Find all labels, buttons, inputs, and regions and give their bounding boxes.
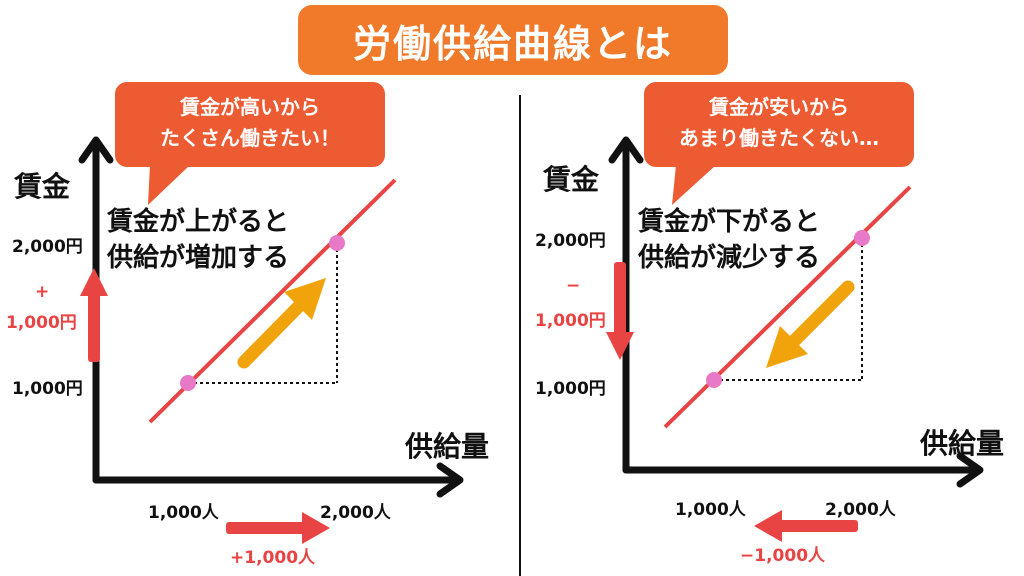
right-x-tick-low: 1,000人: [675, 500, 746, 520]
left-point-low: [180, 375, 196, 391]
right-desc-line2: 供給が減少する: [638, 243, 821, 273]
left-y-tick-low: 1,000円: [12, 379, 83, 399]
right-bubble-line2: あまり働きたくない…: [679, 126, 879, 150]
left-y-tick-high: 2,000円: [12, 237, 83, 257]
right-description: 賃金が下がると 供給が減少する: [638, 204, 820, 276]
left-movement-arrow: [237, 278, 326, 369]
left-point-high: [329, 235, 345, 251]
right-bubble-line1: 賃金が安いから: [709, 95, 849, 119]
right-point-high: [854, 230, 870, 246]
left-y-change-value: 1,000円: [6, 313, 77, 333]
right-movement-arrow: [766, 280, 855, 368]
left-bubble-line1: 賃金が高いから: [180, 95, 320, 119]
right-y-change-arrow: [606, 262, 634, 360]
left-desc-line1: 賃金が上がると: [107, 207, 290, 237]
left-axes: [78, 136, 464, 498]
left-x-change-arrow: [226, 512, 330, 544]
right-supply-curve: [663, 185, 912, 429]
right-y-tick-low: 1,000円: [535, 379, 606, 399]
right-x-tick-high: 2,000人: [825, 500, 896, 520]
left-x-change: +1,000人: [230, 548, 316, 568]
left-x-tick-high: 2,000人: [320, 503, 391, 523]
left-bubble-text: 賃金が高いから たくさん働きたい！: [115, 92, 385, 154]
right-dotted-guides: [714, 238, 863, 381]
left-description: 賃金が上がると 供給が増加する: [107, 204, 289, 276]
left-x-tick-low: 1,000人: [148, 503, 219, 523]
left-desc-line2: 供給が増加する: [107, 243, 290, 273]
right-bubble-text: 賃金が安いから あまり働きたくない…: [644, 92, 914, 154]
right-x-axis-label: 供給量: [920, 427, 1005, 460]
right-speech-bubble: [644, 82, 914, 205]
right-y-tick-high: 2,000円: [535, 231, 606, 251]
right-x-change-arrow: [754, 510, 858, 542]
right-desc-line1: 賃金が下がると: [638, 207, 821, 237]
left-x-axis-label: 供給量: [405, 430, 490, 463]
left-y-axis-label: 賃金: [14, 170, 71, 203]
right-y-change-sign: −: [566, 276, 581, 296]
left-y-change-sign: +: [35, 282, 50, 302]
left-y-change-arrow: [80, 268, 108, 362]
page-title: 労働供給曲線とは: [298, 5, 728, 75]
right-y-axis-label: 賃金: [543, 163, 600, 196]
left-speech-bubble: [115, 82, 385, 205]
right-point-low: [706, 372, 722, 388]
left-dotted-guides: [188, 243, 338, 384]
left-bubble-line2: たくさん働きたい！: [160, 126, 340, 150]
right-x-change: −1,000人: [740, 546, 826, 566]
right-y-change-value: 1,000円: [535, 311, 606, 331]
